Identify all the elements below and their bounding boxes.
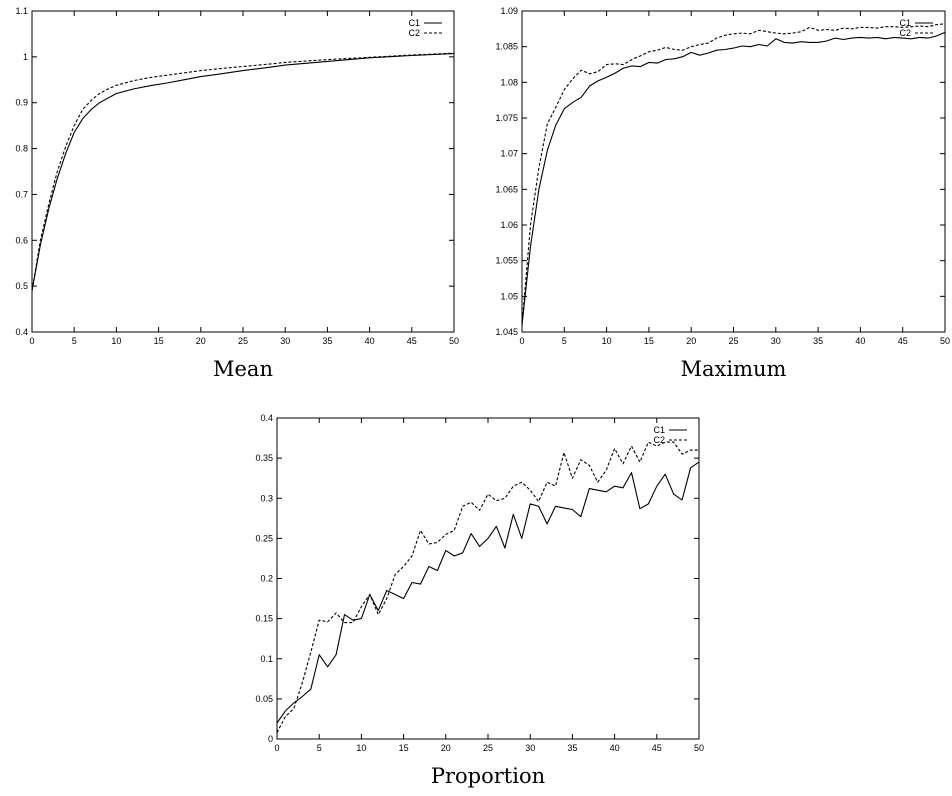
maximum-xtick-label: 15 xyxy=(644,336,654,346)
mean-xtick-label: 15 xyxy=(154,336,164,346)
proportion-xtick-label: 45 xyxy=(652,743,662,753)
maximum-xtick-label: 50 xyxy=(940,336,950,346)
proportion-ytick-label: 0.15 xyxy=(255,614,273,624)
proportion-xtick-label: 5 xyxy=(317,743,322,753)
mean-title: Mean xyxy=(213,357,273,381)
proportion-xtick-label: 35 xyxy=(567,743,577,753)
maximum-xtick-label: 20 xyxy=(686,336,696,346)
proportion-ytick-label: 0.2 xyxy=(260,574,273,584)
proportion-ytick-label: 0 xyxy=(268,734,273,744)
mean-xtick-label: 50 xyxy=(449,336,459,346)
proportion-ytick-label: 0.1 xyxy=(260,654,273,664)
proportion-xtick-label: 40 xyxy=(610,743,620,753)
mean-xtick-label: 10 xyxy=(111,336,121,346)
maximum-plot-frame xyxy=(521,10,946,333)
mean-legend-label: C1 xyxy=(408,18,420,28)
mean-xtick-label: 45 xyxy=(407,336,417,346)
maximum-ytick-label: 1.08 xyxy=(500,77,518,87)
maximum-xtick-label: 30 xyxy=(771,336,781,346)
maximum-xtick-label: 5 xyxy=(562,336,567,346)
mean-legend-label: C2 xyxy=(408,28,420,38)
maximum-legend-label: C2 xyxy=(899,28,911,38)
proportion-ytick-label: 0.35 xyxy=(255,453,273,463)
mean-xtick-label: 35 xyxy=(322,336,332,346)
proportion-xtick-label: 25 xyxy=(483,743,493,753)
maximum-xtick-label: 40 xyxy=(855,336,865,346)
mean-xtick-label: 20 xyxy=(196,336,206,346)
mean-xtick-label: 25 xyxy=(238,336,248,346)
proportion-title: Proportion xyxy=(431,764,545,788)
maximum-ytick-label: 1.09 xyxy=(500,6,518,16)
proportion-series-c1-line xyxy=(276,461,700,724)
maximum-xtick-label: 25 xyxy=(728,336,738,346)
maximum-series-c1-line xyxy=(521,31,946,325)
maximum-xtick-label: 0 xyxy=(519,336,524,346)
maximum-series-c2-line xyxy=(521,23,946,325)
proportion-xtick-label: 0 xyxy=(274,743,279,753)
proportion-plot-frame xyxy=(276,417,700,740)
proportion-ytick-label: 0.3 xyxy=(260,493,273,503)
mean-ytick-label: 0.6 xyxy=(15,235,28,245)
chart-maximum: 1.045 1.05 1.055 1.06 1.065 1.07 1.075 1.08 1.08… xyxy=(495,6,950,381)
maximum-title: Maximum xyxy=(681,357,787,381)
mean-xtick-label: 30 xyxy=(280,336,290,346)
maximum-ytick-label: 1.055 xyxy=(495,256,518,266)
mean-xtick-label: 40 xyxy=(365,336,375,346)
mean-xtick-label: 0 xyxy=(29,336,34,346)
maximum-xtick-label: 10 xyxy=(602,336,612,346)
proportion-ytick-label: 0.05 xyxy=(255,694,273,704)
proportion-xtick-label: 50 xyxy=(694,743,704,753)
proportion-xtick-label: 30 xyxy=(525,743,535,753)
maximum-ytick-label: 1.05 xyxy=(500,291,518,301)
proportion-xtick-label: 10 xyxy=(356,743,366,753)
proportion-xtick-label: 20 xyxy=(441,743,451,753)
maximum-xtick-label: 45 xyxy=(898,336,908,346)
proportion-xtick-label: 15 xyxy=(399,743,409,753)
mean-plot-frame xyxy=(31,10,455,333)
maximum-legend-label: C1 xyxy=(899,18,911,28)
maximum-ytick-label: 1.06 xyxy=(500,220,518,230)
mean-ytick-label: 0.7 xyxy=(15,189,28,199)
maximum-ytick-label: 1.045 xyxy=(495,327,518,337)
proportion-legend-label: C2 xyxy=(653,435,665,445)
mean-xtick-label: 5 xyxy=(72,336,77,346)
mean-series-c1-line xyxy=(31,53,455,291)
mean-ytick-label: 0.8 xyxy=(15,144,28,154)
mean-ytick-label: 1.1 xyxy=(15,6,28,16)
proportion-ytick-label: 0.25 xyxy=(255,533,273,543)
mean-ytick-label: 0.4 xyxy=(15,327,28,337)
maximum-ytick-label: 1.075 xyxy=(495,113,518,123)
maximum-ytick-label: 1.065 xyxy=(495,184,518,194)
maximum-ytick-label: 1.085 xyxy=(495,42,518,52)
maximum-ytick-label: 1.07 xyxy=(500,149,518,159)
chart-mean: 0.4 0.5 0.6 0.7 0.8 0.9 1 1.1 0 5 10 15 20 25 30 35 40 45… xyxy=(15,6,459,381)
proportion-legend-label: C1 xyxy=(653,425,665,435)
mean-ytick-label: 0.5 xyxy=(15,281,28,291)
maximum-xtick-label: 35 xyxy=(813,336,823,346)
proportion-ytick-label: 0.4 xyxy=(260,413,273,423)
mean-ytick-label: 0.9 xyxy=(15,98,28,108)
mean-ytick-label: 1 xyxy=(23,52,28,62)
proportion-series-c2-line xyxy=(276,441,699,733)
chart-proportion: 0 0.05 0.1 0.15 0.2 0.25 0.3 0.35 0.4 0 5 10 15 20 25 3… xyxy=(255,413,704,788)
mean-series-c2-line xyxy=(31,52,455,291)
